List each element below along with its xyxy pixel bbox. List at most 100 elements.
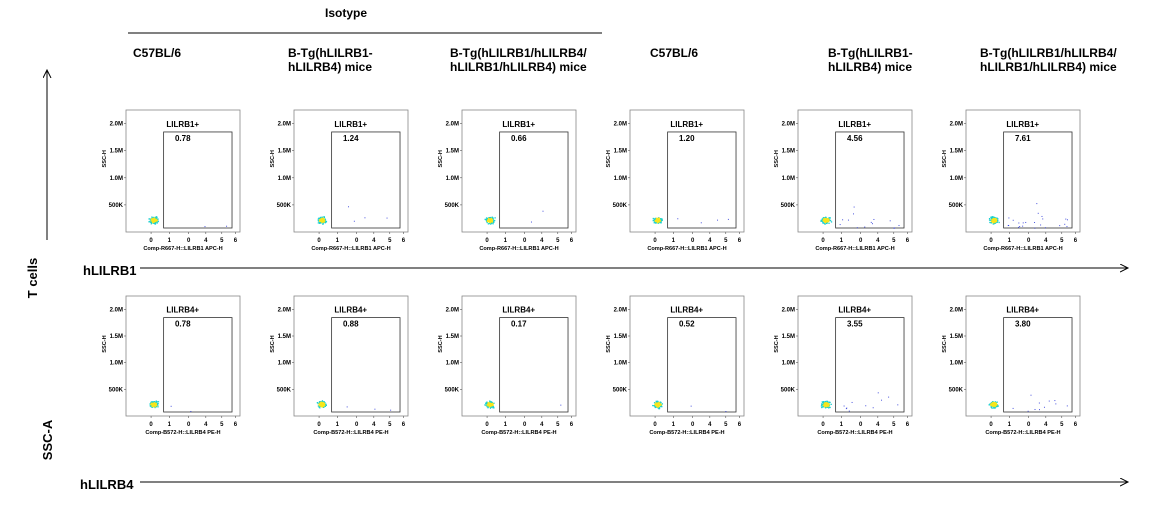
x-axis-title: Comp-B572-H::LILRB4 PE-H: [145, 430, 220, 436]
x-tick-label: 1: [1008, 238, 1012, 244]
y-tick-label: 2.0M: [446, 307, 459, 313]
plot-frame: [629, 295, 745, 417]
event-density-cloud: [484, 400, 562, 409]
y-axis-title: SSC-H: [438, 150, 444, 167]
x-tick-label: 6: [1074, 238, 1078, 244]
x-tick-label: 6: [234, 422, 238, 428]
facs-plot-r1-c5: 500K 1.0M 1.5M 2.0M0 1 0 4 5 6Comp-R667-H::LILRB…: [774, 109, 913, 252]
positive-gate: [835, 317, 905, 413]
event-density-cloud: [148, 216, 228, 228]
x-tick-label: 5: [220, 238, 224, 244]
y-tick-label: 500K: [109, 387, 124, 393]
x-tick-label: 6: [738, 238, 742, 244]
gate-percentage: 0.66: [511, 134, 527, 143]
x-tick-label: 6: [738, 422, 742, 428]
isotype-label: Isotype: [325, 6, 367, 20]
x-tick-label: 0: [149, 238, 153, 244]
event-density-cloud: [317, 206, 388, 225]
population-label: T cells: [25, 258, 40, 298]
x-tick-label: 0: [821, 422, 825, 428]
x-tick-label: 0: [523, 238, 527, 244]
plot-frame: [965, 109, 1081, 233]
y-axis-title: SSC-H: [270, 150, 276, 167]
x-tick-label: 0: [355, 238, 359, 244]
y-tick-label: 1.0M: [278, 361, 291, 367]
x-tick-label: 0: [691, 422, 695, 428]
x-tick-label: 1: [672, 238, 676, 244]
gate-percentage: 0.78: [175, 320, 191, 329]
facs-plot-r1-c3: 500K 1.0M 1.5M 2.0M0 1 0 4 5 6Comp-R667-H::LILRB…: [438, 109, 577, 252]
y-axis-title: SSC-H: [438, 335, 444, 352]
x-tick-label: 1: [840, 238, 844, 244]
facs-plot-r1-c6: 500K 1.0M 1.5M 2.0M0 1 0 4 5 6Comp-R667-H::LILRB…: [942, 109, 1081, 252]
x-tick-label: 6: [570, 238, 574, 244]
y-tick-label: 500K: [277, 387, 292, 393]
x-tick-label: 4: [372, 238, 376, 244]
event-density-cloud: [149, 400, 192, 412]
x-axis-title: Comp-B572-H::LILRB4 PE-H: [649, 430, 724, 436]
y-tick-label: 500K: [613, 203, 628, 209]
y-axis-title: SSC-H: [942, 150, 948, 167]
y-tick-label: 2.0M: [614, 122, 627, 128]
gate-label: LILRB4+: [334, 306, 367, 315]
y-tick-label: 1.5M: [950, 334, 963, 340]
x-tick-label: 1: [336, 238, 340, 244]
x-tick-label: 5: [556, 238, 560, 244]
column-header-5-line-2: hLILRB4) mice: [828, 60, 912, 74]
x-tick-label: 0: [859, 422, 863, 428]
x-tick-label: 4: [204, 422, 208, 428]
plot-frame: [125, 295, 241, 417]
x-axis-title: Comp-R667-H::LILRB1 APC-H: [983, 246, 1062, 252]
positive-gate: [835, 131, 905, 229]
y-tick-label: 1.0M: [446, 361, 459, 367]
gate-label: LILRB4+: [502, 306, 535, 315]
positive-gate: [1003, 131, 1073, 229]
x-axis-title: Comp-B572-H::LILRB4 PE-H: [481, 430, 556, 436]
x-tick-label: 4: [876, 238, 880, 244]
column-header-4-line-1: C57BL/6: [650, 46, 698, 60]
y-tick-label: 1.5M: [278, 149, 291, 155]
y-tick-label: 1.0M: [446, 176, 459, 182]
y-tick-label: 1.0M: [110, 176, 123, 182]
x-axis-title: Comp-B572-H::LILRB4 PE-H: [985, 430, 1060, 436]
x-tick-label: 0: [523, 422, 527, 428]
x-axis-title: Comp-R667-H::LILRB1 APC-H: [311, 246, 390, 252]
event-density-cloud: [652, 217, 729, 224]
column-header-3-line-2: hLILRB1/hLILRB4) mice: [450, 60, 587, 74]
gate-percentage: 0.78: [175, 134, 191, 143]
x-tick-label: 5: [388, 422, 392, 428]
gate-label: LILRB1+: [334, 120, 367, 129]
facs-plot-r2-c4: 500K 1.0M 1.5M 2.0M0 1 0 4 5 6Comp-B572-H::LILRB…: [606, 295, 745, 436]
y-tick-label: 2.0M: [278, 307, 291, 313]
y-axis-title: SSC-H: [102, 150, 108, 167]
y-tick-label: 500K: [949, 387, 964, 393]
plot-frame: [965, 295, 1081, 417]
x-tick-label: 4: [372, 422, 376, 428]
gate-label: LILRB1+: [502, 120, 535, 129]
y-tick-label: 1.5M: [614, 334, 627, 340]
x-tick-label: 1: [168, 422, 172, 428]
x-tick-label: 5: [892, 422, 896, 428]
x-tick-label: 0: [317, 238, 321, 244]
gate-percentage: 0.88: [343, 320, 359, 329]
x-tick-label: 5: [892, 238, 896, 244]
x-tick-label: 0: [355, 422, 359, 428]
y-tick-label: 1.5M: [110, 149, 123, 155]
x-tick-label: 0: [691, 238, 695, 244]
y-axis-title: SSC-H: [606, 150, 612, 167]
facs-plot-r2-c6: 500K 1.0M 1.5M 2.0M0 1 0 4 5 6Comp-B572-H::LILRB…: [942, 295, 1081, 436]
x-tick-label: 0: [485, 238, 489, 244]
x-tick-label: 0: [653, 238, 657, 244]
event-density-cloud: [988, 203, 1068, 229]
facs-plot-r2-c2: 500K 1.0M 1.5M 2.0M0 1 0 4 5 6Comp-B572-H::LILRB…: [270, 295, 409, 436]
y-tick-label: 1.0M: [614, 176, 627, 182]
x-tick-label: 1: [168, 238, 172, 244]
y-tick-label: 500K: [109, 203, 124, 209]
x-axis-title: Comp-R667-H::LILRB1 APC-H: [143, 246, 222, 252]
x-tick-label: 5: [556, 422, 560, 428]
x-tick-label: 4: [540, 422, 544, 428]
facs-plot-r2-c3: 500K 1.0M 1.5M 2.0M0 1 0 4 5 6Comp-B572-H::LILRB…: [438, 295, 577, 436]
x-axis-title: Comp-B572-H::LILRB4 PE-H: [817, 430, 892, 436]
gate-label: LILRB4+: [838, 306, 871, 315]
